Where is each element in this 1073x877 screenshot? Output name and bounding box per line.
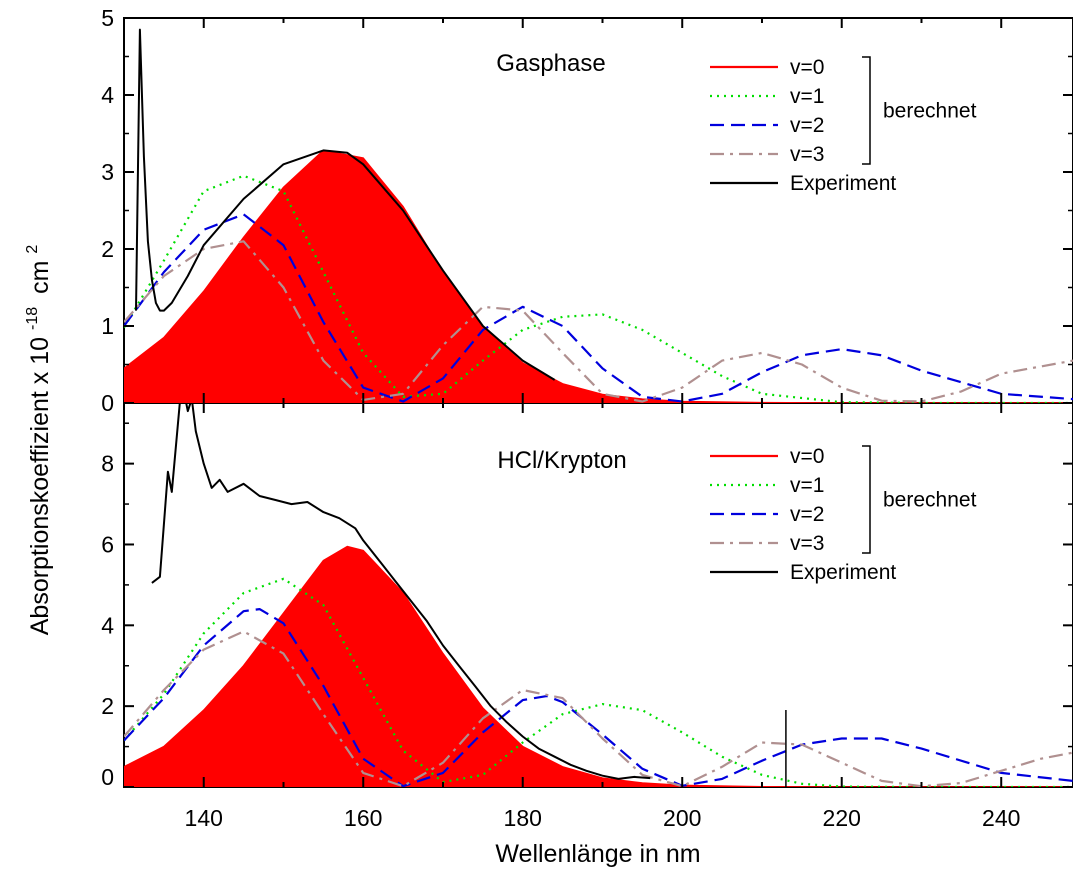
legend-label-experiment-hcl-krypton: Experiment xyxy=(790,561,896,584)
y-tick-label-hcl-krypton: 8 xyxy=(101,451,114,477)
y-tick-label-gasphase: 3 xyxy=(101,159,114,185)
y-tick-label-gasphase: 1 xyxy=(101,313,114,339)
axes: 0 1 2 3 4 5 0 2 4 6 8 140 160 180 200 220 240 xyxy=(101,5,1073,831)
legend-label-v-1-gasphase: v=1 xyxy=(790,85,824,108)
x-tick-label: 160 xyxy=(344,805,382,831)
y-axis-label-unit: cm xyxy=(26,261,54,294)
y-tick-label-gasphase: 4 xyxy=(101,82,114,108)
y-axis-label-main: Absorptionskoeffizient x 10 xyxy=(26,337,54,635)
y-tick-label-hcl-krypton: 0 xyxy=(101,764,114,790)
y-tick-label-hcl-krypton: 2 xyxy=(101,693,114,719)
legend-label-v-0-gasphase: v=0 xyxy=(790,56,824,79)
svg-text:Absorptionskoeffizient x 10: Absorptionskoeffizient x 10 -18 cm 2 xyxy=(15,245,54,636)
legend-label-v-3-hcl-krypton: v=3 xyxy=(790,532,824,555)
y-tick-label-hcl-krypton: 4 xyxy=(101,612,114,638)
y-tick-label-gasphase: 2 xyxy=(101,236,114,262)
panel-title-hcl-krypton: HCl/Krypton xyxy=(497,447,626,474)
y-tick-label-hcl-krypton: 6 xyxy=(101,531,114,557)
y-axis-label-unit-exponent: 2 xyxy=(24,245,41,254)
series-v-0-hcl-krypton-area xyxy=(124,545,1073,787)
series-v-1-gasphase xyxy=(124,174,1073,403)
legend-label-v-2-gasphase: v=2 xyxy=(790,114,824,137)
legend-label-v-0-hcl-krypton: v=0 xyxy=(790,445,824,468)
legends: v=0 v=1 v=2 v=3 Experiment berechnet v=0 v=1 v=2… xyxy=(710,56,977,584)
legend-label-v-1-hcl-krypton: v=1 xyxy=(790,474,824,497)
legend-label-v-3-gasphase: v=3 xyxy=(790,143,824,166)
legend-label-v-2-hcl-krypton: v=2 xyxy=(790,503,824,526)
legend-group-label-hcl-krypton: berechnet xyxy=(883,489,977,512)
series-v-2-hcl-krypton xyxy=(124,608,1073,787)
y-axis-label: Absorptionskoeffizient x 10 -18 cm 2 xyxy=(15,245,54,636)
legend-brace-gasphase xyxy=(862,56,871,165)
x-tick-label: 200 xyxy=(663,805,701,831)
x-tick-label: 180 xyxy=(504,805,542,831)
y-axis-label-exponent: -18 xyxy=(24,307,41,330)
x-axis-label: Wellenlänge in nm xyxy=(495,840,700,868)
x-tick-label: 220 xyxy=(823,805,861,831)
x-tick-label: 140 xyxy=(185,805,223,831)
panel-title-gasphase: Gasphase xyxy=(496,50,605,77)
x-tick-label: 240 xyxy=(982,805,1020,831)
y-tick-label-gasphase: 5 xyxy=(101,5,114,31)
series-experiment-gasphase xyxy=(135,28,556,381)
series-v-0-gasphase-area xyxy=(124,149,1073,403)
legend-group-label-gasphase: berechnet xyxy=(883,100,977,123)
series-v-2-gasphase xyxy=(124,213,1073,403)
series-experiment-hcl-krypton xyxy=(151,403,651,780)
legend-brace-hcl-krypton xyxy=(862,445,871,554)
y-tick-label-gasphase: 0 xyxy=(101,390,114,416)
panel-gasphase xyxy=(124,28,1073,403)
series-v-1-hcl-krypton xyxy=(124,577,1073,787)
legend-label-experiment-gasphase: Experiment xyxy=(790,172,896,195)
